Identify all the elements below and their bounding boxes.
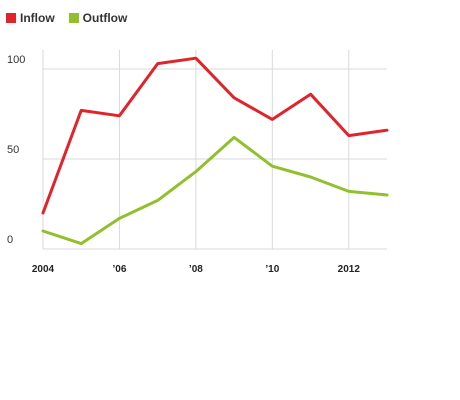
y-tick-label-100: 100 bbox=[7, 54, 25, 66]
legend-item-inflow: Inflow bbox=[6, 11, 55, 25]
series-line-outflow bbox=[41, 135, 389, 246]
x-tick-label-2004: 2004 bbox=[32, 264, 55, 275]
legend-swatch-outflow bbox=[68, 13, 79, 23]
x-tick-label-2012: 2012 bbox=[338, 264, 361, 275]
x-tick-label-2006: ’06 bbox=[112, 264, 126, 275]
y-tick-label-0: 0 bbox=[7, 234, 13, 246]
x-tick-label-2008: ’08 bbox=[189, 264, 203, 275]
legend-swatch-inflow bbox=[6, 13, 16, 23]
x-tick-label-2010: ’10 bbox=[265, 264, 279, 275]
legend-label-inflow: Inflow bbox=[20, 11, 55, 25]
legend-item-outflow: Outflow bbox=[68, 11, 128, 25]
legend-label-outflow: Outflow bbox=[82, 11, 128, 25]
y-tick-label-50: 50 bbox=[7, 144, 19, 156]
series-line-inflow bbox=[41, 56, 389, 215]
legend: Inflow Outflow bbox=[6, 11, 141, 25]
